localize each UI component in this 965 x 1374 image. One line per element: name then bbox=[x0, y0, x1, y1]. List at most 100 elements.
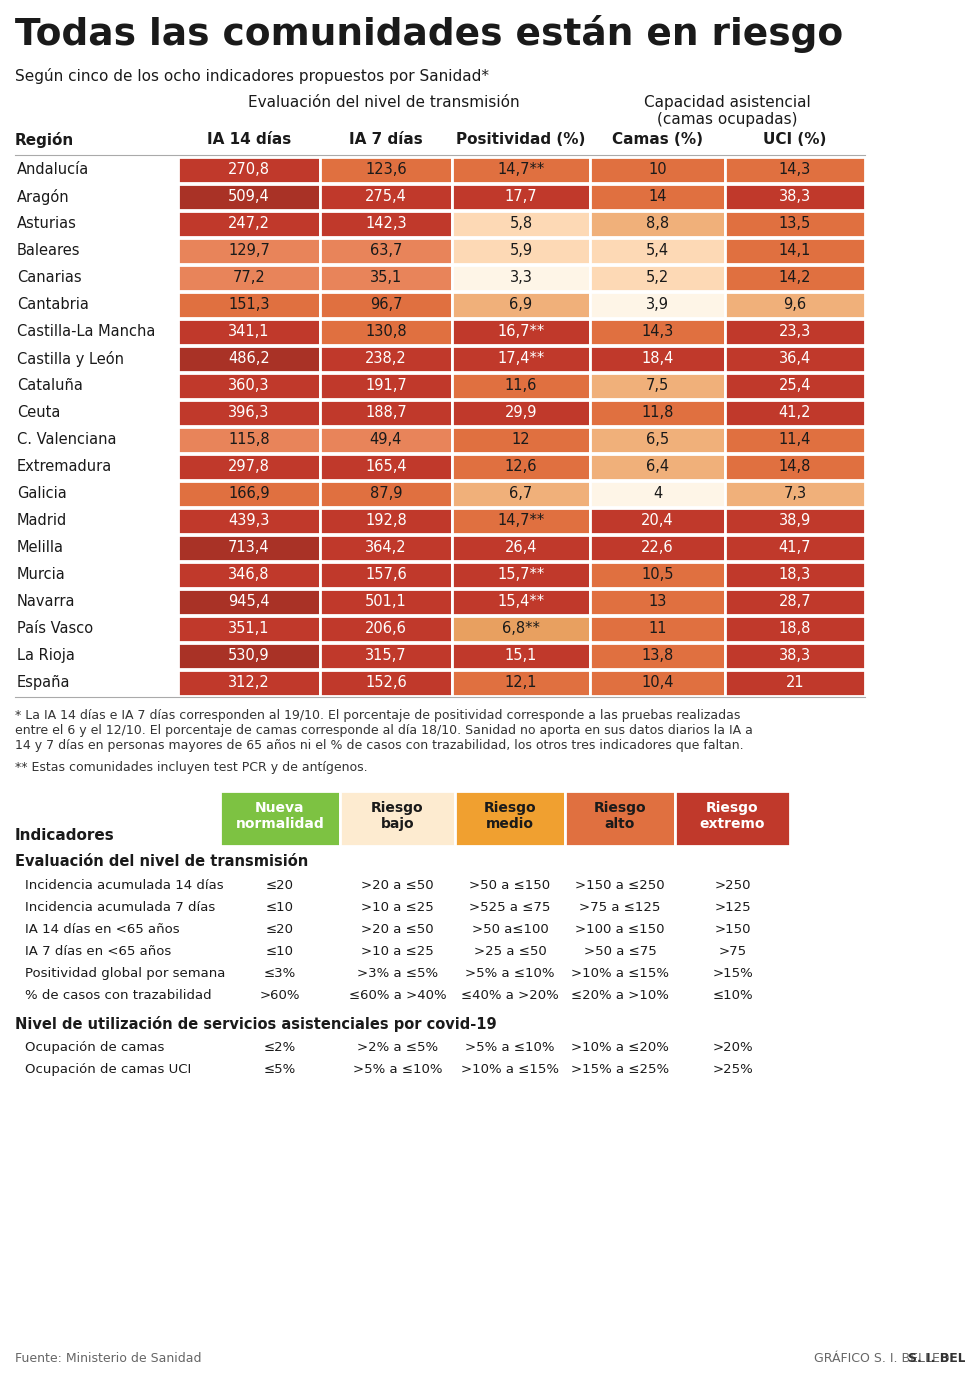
Text: 945,4: 945,4 bbox=[228, 594, 270, 609]
Text: 13,8: 13,8 bbox=[642, 649, 674, 664]
Text: 192,8: 192,8 bbox=[365, 513, 407, 528]
Bar bbox=[725, 453, 865, 480]
Text: IA 7 días: IA 7 días bbox=[349, 132, 423, 147]
Text: Evaluación del nivel de transmisión: Evaluación del nivel de transmisión bbox=[248, 95, 520, 110]
Bar bbox=[320, 157, 452, 183]
Text: País Vasco: País Vasco bbox=[17, 621, 94, 636]
Text: 238,2: 238,2 bbox=[365, 350, 407, 365]
Text: Navarra: Navarra bbox=[17, 594, 75, 609]
Bar bbox=[590, 346, 725, 372]
Bar bbox=[320, 346, 452, 372]
Text: >25%: >25% bbox=[712, 1063, 753, 1076]
Text: 96,7: 96,7 bbox=[370, 297, 402, 312]
Text: Incidencia acumulada 7 días: Incidencia acumulada 7 días bbox=[25, 901, 215, 914]
Bar bbox=[725, 400, 865, 426]
Text: Nueva
normalidad: Nueva normalidad bbox=[235, 801, 324, 831]
Text: >150 a ≤250: >150 a ≤250 bbox=[575, 879, 665, 892]
Text: Melilla: Melilla bbox=[17, 540, 64, 555]
Text: 346,8: 346,8 bbox=[229, 567, 270, 583]
Bar bbox=[340, 791, 455, 846]
Text: 509,4: 509,4 bbox=[228, 190, 270, 203]
Text: 10,5: 10,5 bbox=[642, 567, 674, 583]
Bar bbox=[452, 562, 590, 588]
Text: >75: >75 bbox=[718, 945, 747, 958]
Bar bbox=[178, 589, 320, 616]
Bar bbox=[178, 616, 320, 642]
Bar bbox=[320, 562, 452, 588]
Text: 4: 4 bbox=[653, 486, 662, 502]
Text: 142,3: 142,3 bbox=[365, 216, 407, 231]
Bar bbox=[590, 643, 725, 669]
Text: ** Estas comunidades incluyen test PCR y de antígenos.: ** Estas comunidades incluyen test PCR y… bbox=[15, 761, 368, 774]
Text: 14,2: 14,2 bbox=[779, 271, 812, 284]
Text: ≤40% a >20%: ≤40% a >20% bbox=[461, 989, 559, 1002]
Bar bbox=[452, 265, 590, 291]
Text: 6,7: 6,7 bbox=[510, 486, 533, 502]
Bar bbox=[590, 589, 725, 616]
Text: Cataluña: Cataluña bbox=[17, 378, 83, 393]
Text: Castilla-La Mancha: Castilla-La Mancha bbox=[17, 324, 155, 339]
Bar bbox=[178, 157, 320, 183]
Bar bbox=[590, 671, 725, 697]
Text: 23,3: 23,3 bbox=[779, 324, 812, 339]
Bar bbox=[178, 453, 320, 480]
Text: 14,3: 14,3 bbox=[642, 324, 674, 339]
Text: 18,4: 18,4 bbox=[642, 350, 674, 365]
Text: 38,3: 38,3 bbox=[779, 190, 811, 203]
Bar bbox=[725, 238, 865, 264]
Bar bbox=[178, 481, 320, 507]
Bar bbox=[725, 534, 865, 561]
Text: 129,7: 129,7 bbox=[228, 243, 270, 258]
Bar bbox=[452, 400, 590, 426]
Text: Asturias: Asturias bbox=[17, 216, 77, 231]
Bar bbox=[452, 589, 590, 616]
Bar bbox=[320, 372, 452, 398]
Text: 191,7: 191,7 bbox=[365, 378, 407, 393]
Text: S. I. BELLED: S. I. BELLED bbox=[908, 1352, 965, 1364]
Text: 6,4: 6,4 bbox=[646, 459, 669, 474]
Bar bbox=[178, 643, 320, 669]
Bar bbox=[320, 427, 452, 453]
Text: 351,1: 351,1 bbox=[229, 621, 270, 636]
Text: 275,4: 275,4 bbox=[365, 190, 407, 203]
Text: 315,7: 315,7 bbox=[365, 649, 407, 664]
Text: 12,1: 12,1 bbox=[505, 675, 538, 690]
Text: 14,7**: 14,7** bbox=[497, 162, 544, 177]
Bar bbox=[178, 293, 320, 317]
Text: Positividad (%): Positividad (%) bbox=[456, 132, 586, 147]
Text: >75 a ≤125: >75 a ≤125 bbox=[579, 901, 661, 914]
Bar bbox=[178, 212, 320, 236]
Text: 7,3: 7,3 bbox=[784, 486, 807, 502]
Text: GRÁFICO S. I. BELLED: GRÁFICO S. I. BELLED bbox=[814, 1352, 950, 1364]
Text: Riesgo
bajo: Riesgo bajo bbox=[372, 801, 424, 831]
Text: La Rioja: La Rioja bbox=[17, 649, 75, 664]
Bar bbox=[178, 400, 320, 426]
Text: C. Valenciana: C. Valenciana bbox=[17, 431, 117, 447]
Bar bbox=[725, 562, 865, 588]
Bar bbox=[452, 453, 590, 480]
Text: 396,3: 396,3 bbox=[229, 405, 269, 420]
Text: 7,5: 7,5 bbox=[646, 378, 669, 393]
Text: 13,5: 13,5 bbox=[779, 216, 812, 231]
Bar bbox=[320, 265, 452, 291]
Text: >5% a ≤10%: >5% a ≤10% bbox=[465, 1041, 555, 1054]
Text: >2% a ≤5%: >2% a ≤5% bbox=[357, 1041, 438, 1054]
Text: 18,8: 18,8 bbox=[779, 621, 812, 636]
Text: >50 a ≤75: >50 a ≤75 bbox=[584, 945, 656, 958]
Text: 486,2: 486,2 bbox=[228, 350, 270, 365]
Text: 12: 12 bbox=[511, 431, 531, 447]
Text: 18,3: 18,3 bbox=[779, 567, 812, 583]
Bar bbox=[452, 184, 590, 210]
Text: 297,8: 297,8 bbox=[228, 459, 270, 474]
Text: Región: Región bbox=[15, 132, 74, 148]
Text: Castilla y León: Castilla y León bbox=[17, 350, 124, 367]
Bar bbox=[590, 481, 725, 507]
Text: >100 a ≤150: >100 a ≤150 bbox=[575, 923, 665, 936]
Text: 166,9: 166,9 bbox=[228, 486, 270, 502]
Text: Andalucía: Andalucía bbox=[17, 162, 89, 177]
Bar bbox=[725, 481, 865, 507]
Bar bbox=[725, 157, 865, 183]
Text: Indicadores: Indicadores bbox=[15, 829, 115, 844]
Bar bbox=[320, 453, 452, 480]
Text: 6,9: 6,9 bbox=[510, 297, 533, 312]
